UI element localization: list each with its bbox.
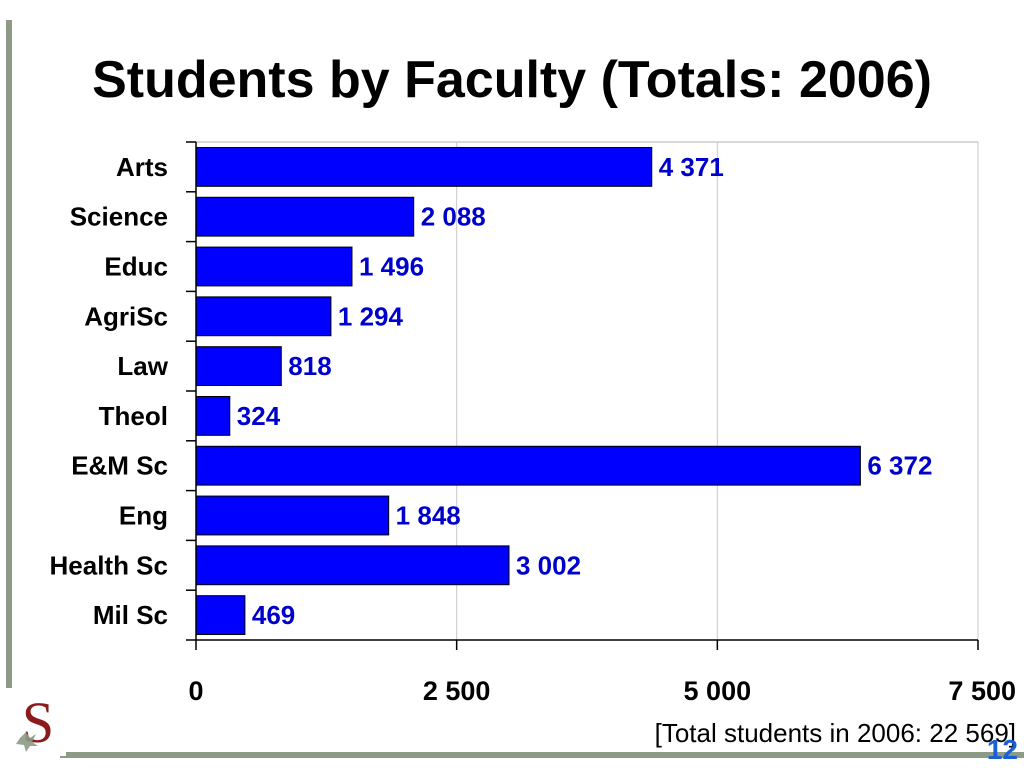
data-label: 4 371 bbox=[659, 152, 724, 182]
x-tick-label: 0 bbox=[188, 676, 203, 706]
data-label: 2 088 bbox=[421, 202, 486, 232]
data-label: 818 bbox=[288, 351, 331, 381]
bar bbox=[195, 595, 246, 636]
data-label: 324 bbox=[237, 401, 281, 431]
data-label: 3 002 bbox=[516, 550, 581, 580]
category-label: E&M Sc bbox=[71, 451, 168, 481]
left-accent-rule bbox=[6, 20, 12, 688]
bar bbox=[195, 196, 415, 237]
data-label: 1 848 bbox=[396, 501, 461, 531]
category-label: Mil Sc bbox=[93, 600, 168, 630]
data-label: 1 294 bbox=[338, 301, 404, 331]
x-tick-label: 5 000 bbox=[684, 676, 752, 706]
bar bbox=[195, 445, 861, 486]
bar bbox=[195, 296, 332, 337]
data-label: 469 bbox=[252, 600, 295, 630]
bar bbox=[195, 346, 282, 387]
university-logo: S bbox=[10, 692, 66, 756]
category-label: Health Sc bbox=[50, 550, 169, 580]
footnote: [Total students in 2006: 22 569] bbox=[654, 718, 1016, 748]
data-label: 1 496 bbox=[359, 252, 424, 282]
x-tick-label: 7 500 bbox=[948, 676, 1016, 706]
category-label: Arts bbox=[116, 152, 168, 182]
category-label: Theol bbox=[99, 401, 168, 431]
page-title: Students by Faculty (Totals: 2006) bbox=[92, 51, 932, 109]
category-label: Science bbox=[70, 202, 168, 232]
data-label: 6 372 bbox=[867, 451, 932, 481]
bar bbox=[195, 545, 510, 586]
bar bbox=[195, 246, 353, 287]
category-label: AgriSc bbox=[84, 301, 168, 331]
category-label: Law bbox=[117, 351, 168, 381]
category-label: Eng bbox=[119, 501, 168, 531]
category-label: Educ bbox=[104, 252, 168, 282]
bar bbox=[195, 395, 231, 436]
page-number: 12 bbox=[986, 734, 1018, 765]
x-tick-label: 2 500 bbox=[423, 676, 491, 706]
bar bbox=[195, 146, 653, 187]
bottom-accent-rule bbox=[60, 752, 1024, 758]
bar bbox=[195, 495, 390, 536]
